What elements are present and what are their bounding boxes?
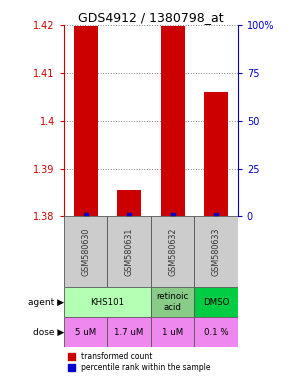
Bar (204, 92, 228, 217)
Bar (107, 317, 151, 348)
Bar (64, 287, 151, 317)
Bar (194, 317, 238, 348)
Bar (151, 287, 194, 317)
Text: GSM580631: GSM580631 (124, 227, 134, 276)
Bar (107, 217, 151, 287)
Text: agent ▶: agent ▶ (28, 298, 64, 306)
Text: retinoic
acid: retinoic acid (156, 292, 189, 312)
Text: GSM580630: GSM580630 (81, 227, 90, 276)
Bar (74, 26, 97, 217)
Text: 1.7 uM: 1.7 uM (114, 328, 144, 337)
Text: 1 uM: 1 uM (162, 328, 183, 337)
Text: GSM580633: GSM580633 (211, 227, 221, 276)
Legend: transformed count, percentile rank within the sample: transformed count, percentile rank withi… (68, 351, 212, 373)
Text: 5 uM: 5 uM (75, 328, 96, 337)
Bar (64, 317, 107, 348)
Bar (64, 217, 107, 287)
Text: KHS101: KHS101 (90, 298, 124, 306)
Title: GDS4912 / 1380798_at: GDS4912 / 1380798_at (78, 11, 224, 24)
Text: 0.1 %: 0.1 % (204, 328, 228, 337)
Text: DMSO: DMSO (203, 298, 229, 306)
Bar (151, 317, 194, 348)
Text: dose ▶: dose ▶ (32, 328, 64, 337)
Bar (117, 190, 141, 217)
Bar (194, 217, 238, 287)
Text: GSM580632: GSM580632 (168, 227, 177, 276)
Bar (194, 287, 238, 317)
Bar (151, 217, 194, 287)
Bar (161, 26, 184, 217)
